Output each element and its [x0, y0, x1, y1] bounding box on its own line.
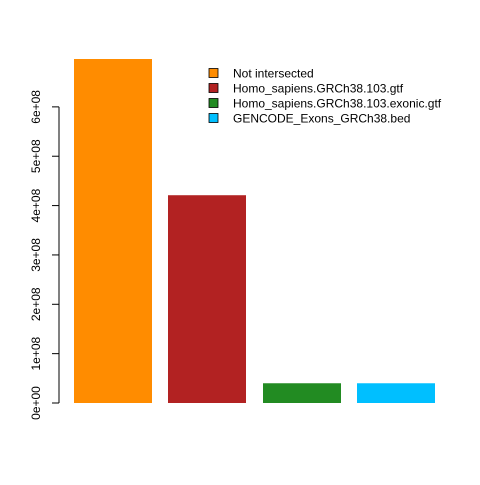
- legend-label: GENCODE_Exons_GRCh38.bed: [233, 111, 410, 125]
- y-tick-label: 1e+08: [29, 336, 43, 370]
- bars: [74, 59, 435, 403]
- y-tick-label: 2e+08: [29, 287, 43, 321]
- legend-label: Not intersected: [233, 66, 314, 80]
- y-tick-label: 5e+08: [29, 139, 43, 173]
- bar-4: [357, 383, 435, 403]
- y-tick-label: 0e+00: [29, 386, 43, 420]
- bar-2: [168, 195, 246, 403]
- legend-label: Homo_sapiens.GRCh38.103.gtf: [233, 81, 404, 95]
- bar-3: [263, 383, 341, 403]
- y-tick-label: 6e+08: [29, 90, 43, 124]
- y-tick-label: 3e+08: [29, 238, 43, 272]
- y-axis: 0e+00 1e+08 2e+08 3e+08 4e+08 5e+08 6e+08: [29, 90, 60, 420]
- legend: Not intersectedHomo_sapiens.GRCh38.103.g…: [208, 66, 442, 125]
- bar-1: [74, 59, 152, 403]
- legend-swatch: [208, 113, 219, 123]
- legend-label: Homo_sapiens.GRCh38.103.exonic.gtf: [233, 96, 442, 110]
- legend-swatch: [208, 83, 219, 93]
- legend-swatch: [208, 98, 219, 108]
- y-tick-label: 4e+08: [29, 188, 43, 222]
- legend-swatch: [208, 68, 219, 78]
